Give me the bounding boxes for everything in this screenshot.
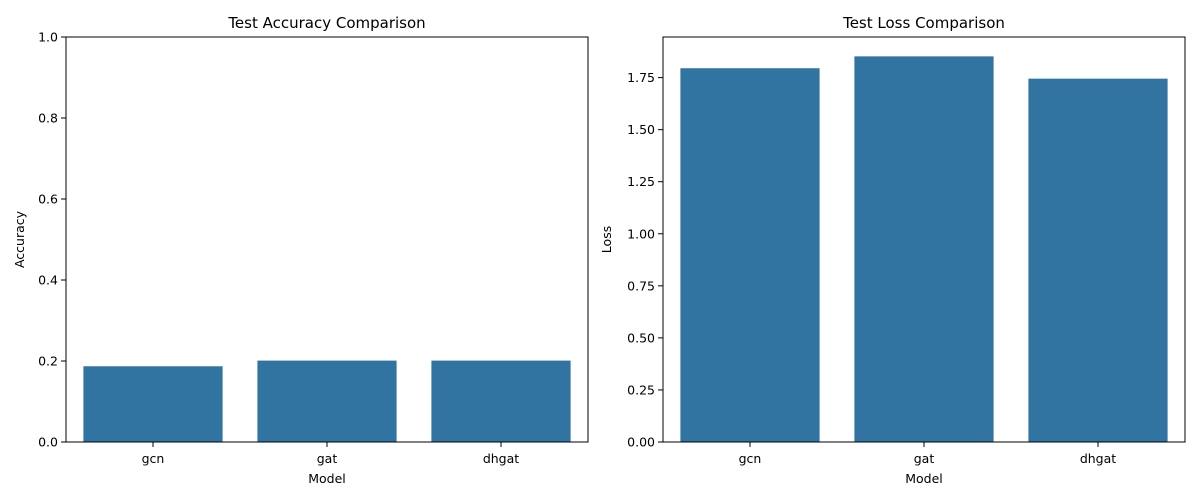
x-tick-label: gat <box>317 451 338 466</box>
chart-panel-1: 0.00 0.25 0.50 0.75 1.00 1.25 1.50 1.75 gcn gat dh… <box>599 14 1186 486</box>
x-tick-label: gcn <box>142 451 165 466</box>
y-tick-label: 0.0 <box>38 435 58 450</box>
x-axis-label: Model <box>905 471 943 486</box>
x-tick-label: gcn <box>739 451 762 466</box>
chart-panel-0: 0.0 0.2 0.4 0.6 0.8 1.0 gcn gat dhgat Test Accura… <box>12 14 589 486</box>
bar-gcn <box>680 68 820 442</box>
y-tick-label: 0.00 <box>627 435 655 450</box>
chart-title: Test Loss Comparison <box>842 14 1005 32</box>
x-tick-label: dhgat <box>483 451 519 466</box>
x-axis-label: Model <box>308 471 346 486</box>
y-tick-label: 0.25 <box>627 382 655 397</box>
chart-title: Test Accuracy Comparison <box>227 14 425 32</box>
y-tick-label: 0.6 <box>38 192 58 207</box>
x-tick-label: dhgat <box>1080 451 1116 466</box>
y-tick-label: 0.50 <box>627 330 655 345</box>
y-tick-label: 1.75 <box>627 70 655 85</box>
x-tick-label: gat <box>914 451 935 466</box>
bar-gcn <box>83 366 223 442</box>
y-tick-label: 1.25 <box>627 174 655 189</box>
y-tick-label: 1.50 <box>627 122 655 137</box>
y-tick-label: 0.2 <box>38 354 58 369</box>
bar-dhgat <box>431 360 571 442</box>
y-tick-label: 0.4 <box>38 273 58 288</box>
y-tick-label: 1.0 <box>38 30 58 45</box>
y-tick-label: 0.8 <box>38 111 58 126</box>
bar-gat <box>854 56 994 443</box>
y-tick-label: 0.75 <box>627 278 655 293</box>
bar-dhgat <box>1028 78 1168 443</box>
y-axis-label: Accuracy <box>12 210 27 268</box>
y-tick-label: 1.00 <box>627 226 655 241</box>
y-axis-label: Loss <box>599 226 614 253</box>
bar-gat <box>257 360 397 442</box>
